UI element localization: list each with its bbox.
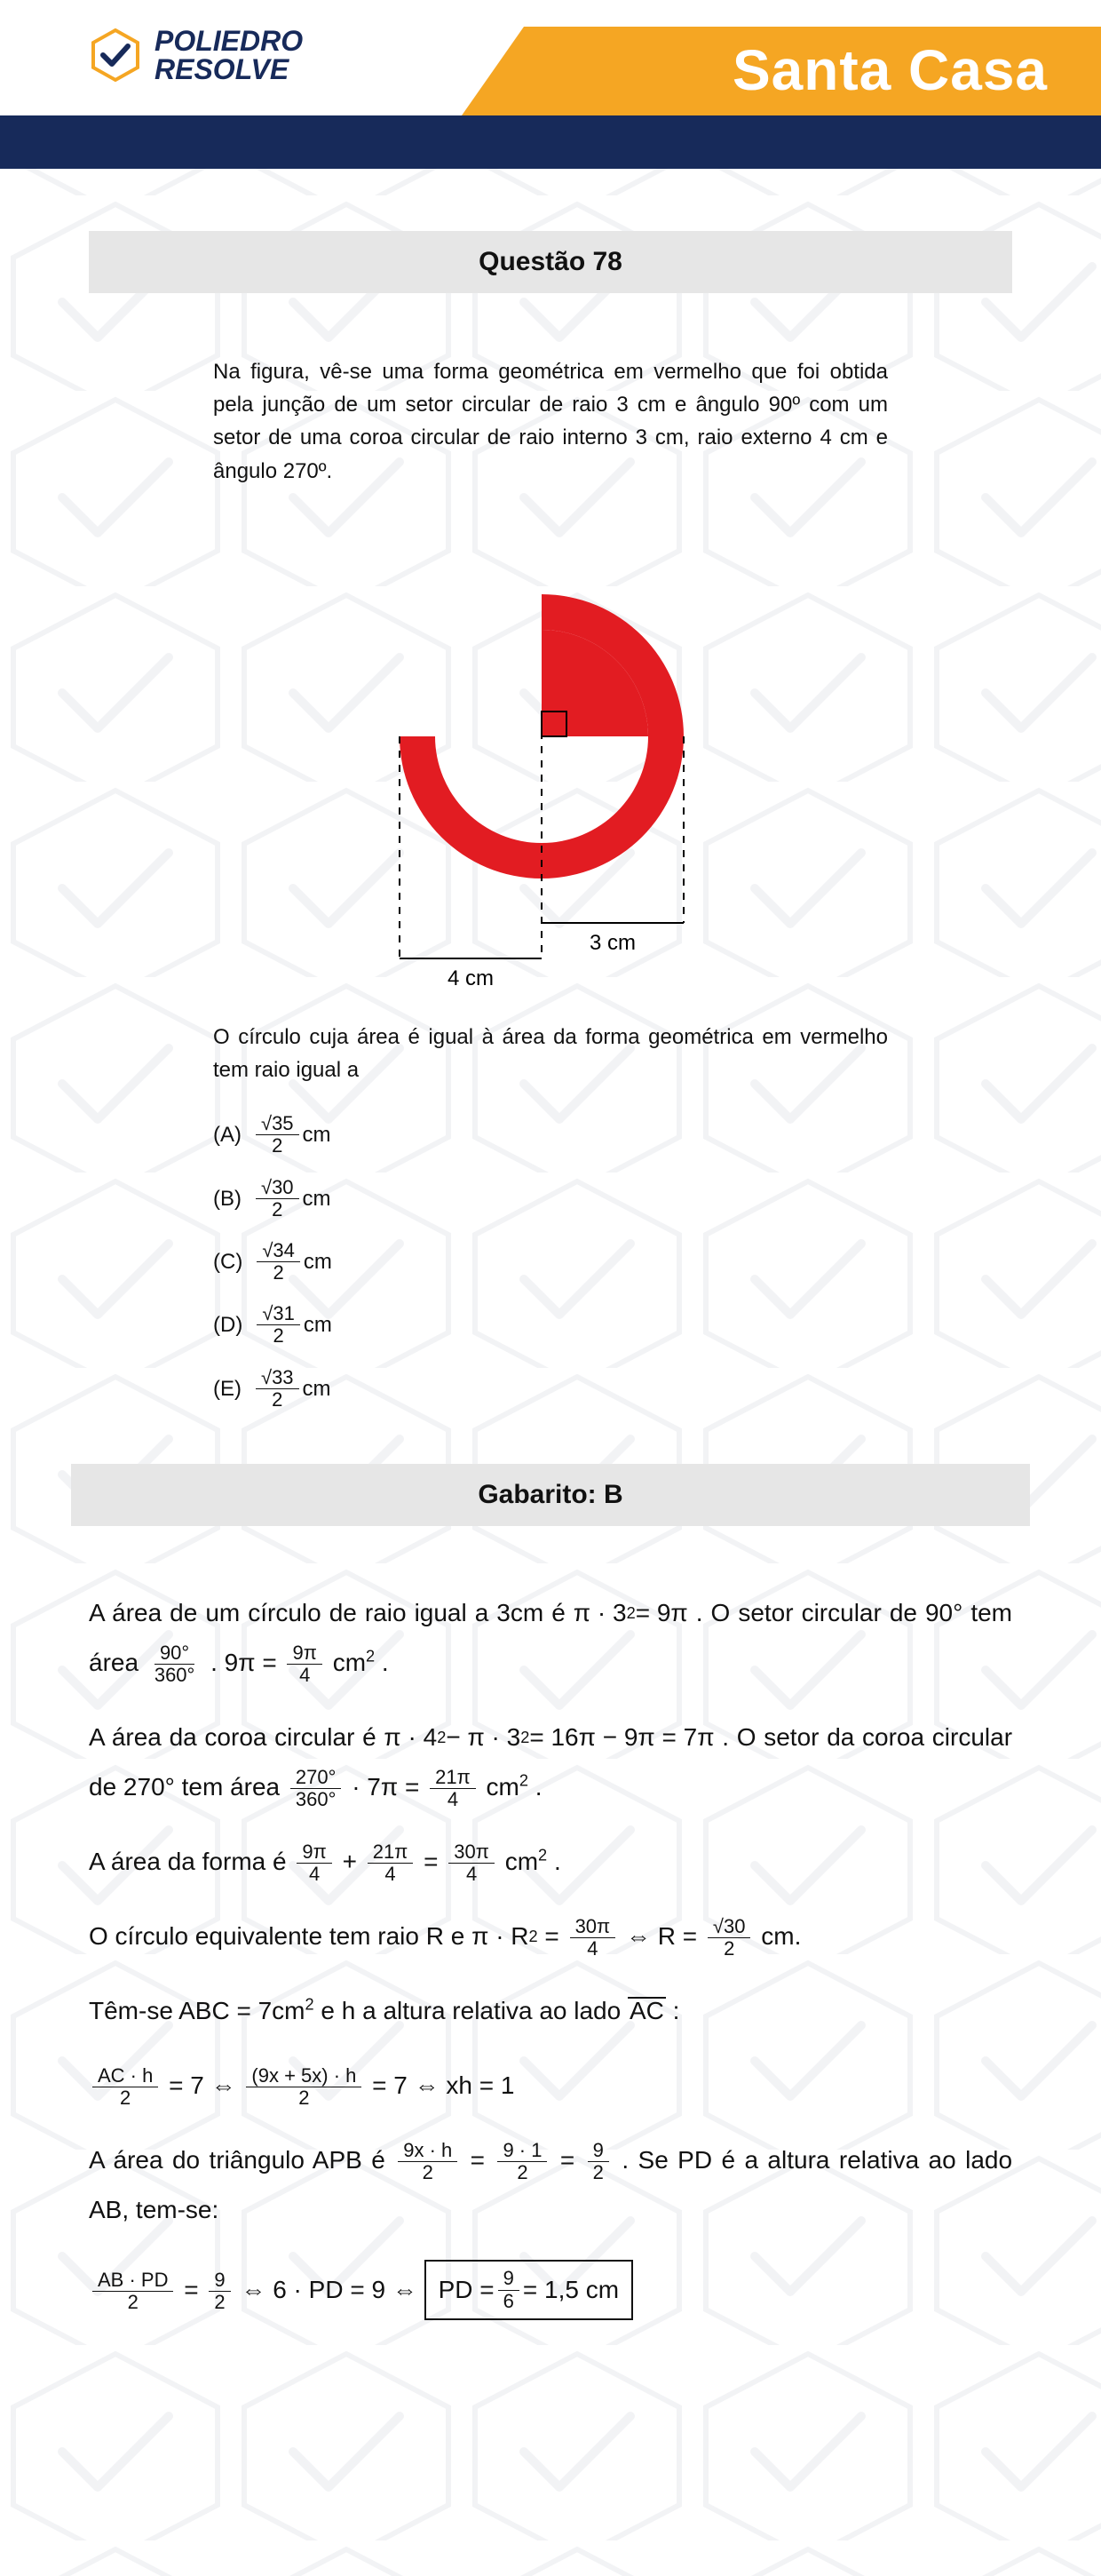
solution-line-1: A área de um círculo de raio igual a 3cm… — [89, 1588, 1012, 1688]
page-header: POLIEDRO RESOLVE Santa Casa — [0, 0, 1101, 169]
option-suffix: cm — [303, 1118, 331, 1151]
option-letter: (A) — [213, 1118, 242, 1151]
option-c: (C) √342 cm — [213, 1240, 888, 1284]
option-letter: (E) — [213, 1372, 242, 1405]
figure-label-4cm: 4 cm — [448, 966, 494, 990]
question-prompt: Na figura, vê-se uma forma geométrica em… — [213, 355, 888, 488]
option-frac: √342 — [257, 1240, 300, 1284]
header-top: POLIEDRO RESOLVE Santa Casa — [0, 0, 1101, 115]
solution-line-3: A área da forma é 9π4 + 21π4 = 30π4 cm2 … — [89, 1837, 1012, 1887]
exam-tab: Santa Casa — [524, 27, 1101, 115]
option-suffix: cm — [303, 1182, 331, 1215]
option-frac: √312 — [257, 1303, 300, 1347]
option-d: (D) √312 cm — [213, 1303, 888, 1347]
options-list: (A) √352 cm (B) √302 cm (C) √342 cm (D) … — [213, 1113, 888, 1411]
solution-line-7: A área do triângulo APB é 9x · h2 = 9 · … — [89, 2135, 1012, 2235]
page-content: Questão 78 Na figura, vê-se uma forma ge… — [0, 169, 1101, 2416]
brand: POLIEDRO RESOLVE — [89, 27, 303, 83]
question-post-figure: O círculo cuja área é igual à área da fo… — [213, 1021, 888, 1086]
question-title: Questão 78 — [89, 231, 1012, 293]
answer-title: Gabarito: B — [71, 1464, 1030, 1526]
option-letter: (B) — [213, 1182, 242, 1215]
segment-ac: AC — [628, 1997, 666, 2023]
option-b: (B) √302 cm — [213, 1177, 888, 1220]
option-letter: (D) — [213, 1308, 242, 1341]
boxed-result: PD = 96 = 1,5 cm — [424, 2260, 633, 2320]
brand-text: POLIEDRO RESOLVE — [154, 27, 303, 83]
option-suffix: cm — [304, 1308, 332, 1341]
solution-line-6: AC · h2 = 7 ⇔ (9x + 5x) · h2 = 7 ⇔ xh = … — [89, 2061, 1012, 2111]
option-frac: √302 — [256, 1177, 299, 1220]
solution-line-8: AB · PD2 = 92 ⇔ 6 · PD = 9 ⇔ PD = 96 = 1… — [89, 2260, 1012, 2320]
option-frac: √352 — [256, 1113, 299, 1157]
question-body: Na figura, vê-se uma forma geométrica em… — [213, 355, 888, 1411]
header-strip — [0, 115, 1101, 169]
option-e: (E) √332 cm — [213, 1367, 888, 1411]
option-suffix: cm — [304, 1245, 332, 1278]
exam-tab-label: Santa Casa — [733, 37, 1048, 103]
figure-label-3cm: 3 cm — [590, 931, 636, 955]
brand-line1: POLIEDRO — [154, 27, 303, 55]
solution-line-2: A área da coroa circular é π · 42 − π · … — [89, 1713, 1012, 1812]
option-frac: √332 — [256, 1367, 299, 1411]
question-figure: 4 cm 3 cm — [213, 523, 888, 1003]
check-hex-icon — [89, 28, 142, 82]
option-suffix: cm — [303, 1372, 331, 1405]
solution-line-5: Têm-se ABC = 7cm2 e h a altura relativa … — [89, 1986, 1012, 2036]
brand-line2: RESOLVE — [154, 55, 303, 83]
solution-body: A área de um círculo de raio igual a 3cm… — [89, 1588, 1012, 2320]
option-a: (A) √352 cm — [213, 1113, 888, 1157]
solution-line-4: O círculo equivalente tem raio R e π · R… — [89, 1912, 1012, 1961]
option-letter: (C) — [213, 1245, 242, 1278]
